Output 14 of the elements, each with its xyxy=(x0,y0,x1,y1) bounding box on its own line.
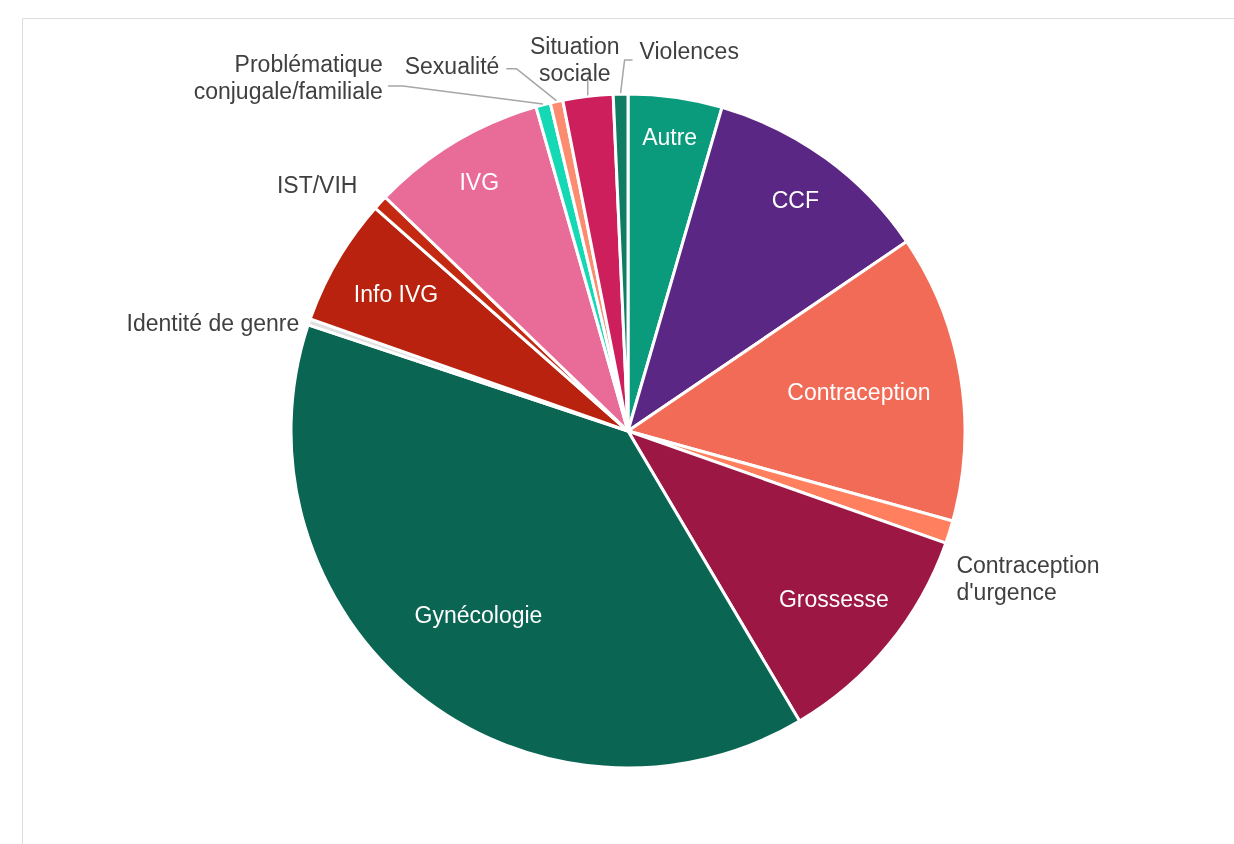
slice-label: CCF xyxy=(771,186,820,213)
slice-label: Grossesse xyxy=(778,586,889,613)
slice-label: Contraception xyxy=(787,378,931,405)
slice-label: IVG xyxy=(459,169,500,196)
slice-label: Violences xyxy=(639,38,739,65)
slice-label: Identité de genre xyxy=(126,309,300,336)
slice-label: Situation sociale xyxy=(529,33,620,87)
slice-label: Sexualité xyxy=(404,52,500,79)
slice-label: Problématique conjugale/familiale xyxy=(193,50,383,104)
slice-label: Contraception d'urgence xyxy=(956,552,1100,606)
slice-label: Gynécologie xyxy=(414,602,543,629)
slice-label: IST/VIH xyxy=(276,171,358,198)
slice-label: Autre xyxy=(642,124,698,151)
slice-label: Info IVG xyxy=(353,280,439,307)
